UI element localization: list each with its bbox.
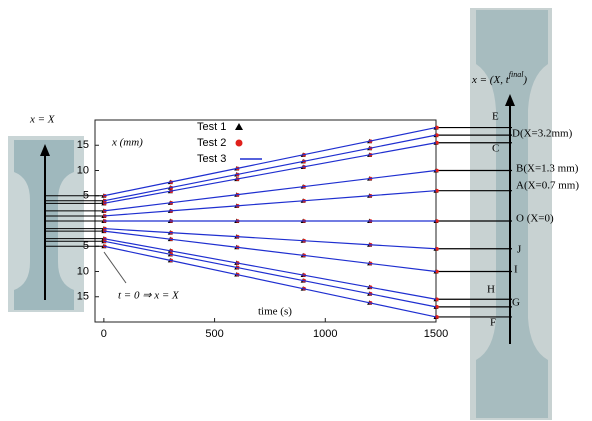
right-arrowhead	[505, 94, 515, 106]
right-caption-sup: final	[509, 70, 524, 79]
x-tick-label: 1000	[313, 328, 337, 340]
circle-marker	[435, 140, 439, 145]
trajectory-line	[103, 190, 437, 217]
point-label: H	[487, 284, 495, 296]
left-caption: x = X	[29, 114, 56, 126]
trajectory-line	[103, 126, 437, 197]
legend-triangle	[235, 123, 243, 130]
circle-marker	[435, 168, 439, 173]
legend-label: Test 3	[197, 153, 226, 165]
point-label: A(X=0.7 mm)	[516, 180, 579, 192]
x-tick-label: 500	[205, 328, 223, 340]
legend-label: Test 1	[197, 121, 226, 133]
right-caption: x = (X, tfinal)	[471, 70, 527, 86]
trajectory-line	[103, 142, 437, 204]
circle-marker	[435, 133, 439, 137]
point-label: B(X=1.3 mm)	[516, 163, 579, 175]
x-tick-label: 1500	[424, 328, 448, 340]
legend-circle	[235, 139, 243, 147]
point-label: F	[490, 317, 496, 329]
legend-label: Test 2	[197, 137, 226, 149]
y-tick-label: 10	[77, 265, 89, 277]
point-label: O (X=0)	[516, 213, 554, 225]
point-label: I	[514, 264, 518, 276]
trajectory-line	[103, 238, 437, 300]
circle-marker	[435, 305, 439, 309]
circle-marker	[435, 125, 439, 130]
circle-marker	[435, 297, 439, 302]
right-caption-main: x = (X, t	[471, 74, 510, 86]
y-tick-label: 15	[77, 291, 89, 303]
trajectory-line	[103, 230, 437, 273]
y-tick-label: 10	[77, 164, 89, 176]
circle-marker	[435, 315, 439, 319]
circle-marker	[435, 219, 439, 223]
trajectory-line	[103, 240, 437, 308]
right-caption-close: )	[522, 74, 527, 86]
circle-marker	[435, 246, 439, 251]
trajectory-line	[103, 169, 437, 212]
y-axis-label: x (mm)	[111, 137, 143, 149]
trajectory-line	[103, 227, 437, 250]
trajectory-line	[103, 245, 437, 318]
annotation-pointer	[103, 251, 127, 284]
annotation: t = 0 ⇒ x = X	[118, 290, 180, 302]
point-label: E	[492, 111, 499, 123]
x-axis-label: time (s)	[258, 306, 292, 318]
x-tick-label: 0	[101, 328, 107, 340]
trajectory-line	[103, 134, 437, 202]
left-arrowhead	[40, 144, 50, 156]
point-label: G	[512, 297, 520, 309]
circle-marker	[435, 269, 439, 274]
y-tick-label: 15	[77, 139, 89, 151]
point-label: C	[492, 143, 499, 155]
point-label: D(X=3.2mm)	[512, 128, 573, 140]
point-label: J	[517, 244, 522, 256]
circle-marker	[435, 188, 439, 193]
